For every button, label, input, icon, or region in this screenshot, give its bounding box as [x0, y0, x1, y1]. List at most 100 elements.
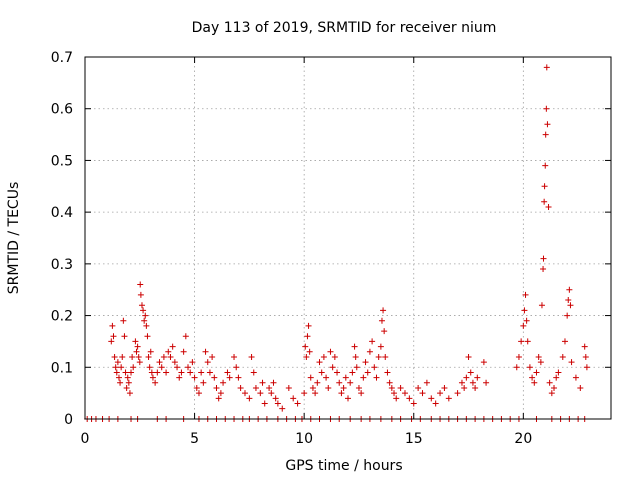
data-point [189, 359, 196, 366]
data-point [566, 286, 573, 293]
data-point [526, 364, 533, 371]
data-point [397, 384, 404, 391]
data-point [393, 395, 400, 402]
data-point [301, 390, 308, 397]
data-point [323, 374, 330, 381]
data-point [377, 343, 384, 350]
data-point [543, 64, 550, 71]
data-point [126, 390, 133, 397]
data-point [515, 353, 522, 360]
data-point [178, 369, 185, 376]
data-point [285, 384, 292, 391]
data-point [388, 384, 395, 391]
data-point [134, 343, 141, 350]
data-point [542, 162, 549, 169]
data-point [209, 353, 216, 360]
data-point [305, 322, 312, 329]
data-point [141, 317, 148, 324]
data-point [544, 121, 551, 128]
data-point [531, 379, 538, 386]
data-point [314, 379, 321, 386]
data-point [117, 379, 124, 386]
data-point [136, 359, 143, 366]
y-tick-label: 0.6 [51, 102, 73, 118]
data-point [366, 348, 373, 355]
x-tick-label: 5 [190, 431, 199, 447]
data-point [358, 390, 365, 397]
data-point [121, 333, 128, 340]
data-point [268, 390, 275, 397]
data-point [220, 379, 227, 386]
data-point [352, 353, 359, 360]
data-point [378, 317, 385, 324]
data-point [195, 390, 202, 397]
data-point [302, 343, 309, 350]
data-point [176, 374, 183, 381]
data-point [109, 322, 116, 329]
data-point [294, 400, 301, 407]
data-point [202, 348, 209, 355]
grid [85, 57, 611, 419]
data-point [320, 353, 327, 360]
data-point [204, 359, 211, 366]
data-point [144, 333, 151, 340]
data-point [564, 312, 571, 319]
y-tick-label: 0 [64, 412, 73, 428]
data-point [217, 390, 224, 397]
data-point [123, 384, 130, 391]
data-point [520, 322, 527, 329]
data-point [345, 395, 351, 402]
data-point [432, 400, 439, 407]
data-point [583, 364, 590, 371]
data-point [572, 374, 579, 381]
data-point [386, 379, 393, 386]
data-point [437, 390, 444, 397]
data-point [206, 369, 213, 376]
data-point [187, 369, 194, 376]
data-point [559, 353, 566, 360]
data-point [198, 369, 205, 376]
data-point [250, 369, 257, 376]
data-point [149, 374, 156, 381]
data-point [522, 291, 529, 298]
data-point [537, 359, 544, 366]
data-point [237, 384, 244, 391]
data-point [112, 364, 119, 371]
data-point [329, 364, 336, 371]
y-tick-label: 0.2 [51, 309, 73, 325]
data-point [415, 384, 422, 391]
data-point [290, 395, 297, 402]
data-point [472, 384, 479, 391]
y-tick-label: 0.1 [51, 360, 73, 376]
y-tick-label: 0.4 [51, 205, 73, 221]
data-point [342, 374, 349, 381]
data-point [270, 379, 277, 386]
data-point [454, 390, 461, 397]
data-point [211, 374, 218, 381]
data-point [122, 369, 129, 376]
data-point [469, 379, 476, 386]
data-point [351, 343, 358, 350]
data-point [540, 255, 547, 262]
data-point [174, 364, 181, 371]
data-point [169, 343, 176, 350]
data-point [165, 348, 172, 355]
data-point [362, 359, 369, 366]
ticks [84, 56, 611, 420]
data-point [581, 343, 588, 350]
data-point [142, 312, 149, 319]
data-point [375, 353, 382, 360]
data-point [373, 374, 380, 381]
data-point [226, 374, 233, 381]
data-point [419, 390, 426, 397]
y-tick-label: 0.7 [51, 50, 73, 66]
data-point [160, 353, 167, 360]
data-point [541, 183, 548, 190]
data-point [521, 307, 528, 314]
data-point [567, 302, 574, 309]
data-point [137, 291, 144, 298]
data-point [551, 384, 558, 391]
data-point [336, 379, 343, 386]
data-point [125, 379, 132, 386]
